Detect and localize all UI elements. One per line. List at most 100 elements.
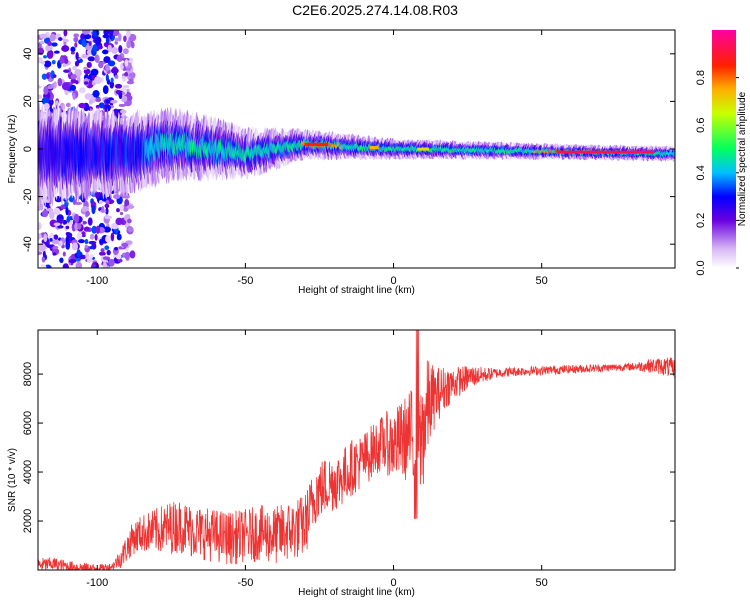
heatmap-cell: [124, 72, 129, 77]
heatmap-cell: [100, 248, 105, 253]
heatmap-cell: [71, 242, 79, 251]
heatmap-cell: [118, 45, 123, 54]
heatmap-cell: [66, 215, 71, 223]
y-tick-label: -40: [22, 236, 34, 252]
heatmap-cell: [123, 194, 130, 199]
heatmap-cell: [43, 86, 49, 95]
heatmap-cell: [556, 150, 655, 154]
heatmap-cell: [62, 63, 67, 68]
heatmap-cell: [110, 77, 114, 83]
colorbar-tick-label: 0.4: [695, 165, 707, 180]
heatmap-cell: [115, 254, 122, 260]
heatmap-cell: [51, 60, 56, 65]
heatmap-cell: [124, 251, 130, 261]
heatmap-cell: [114, 246, 118, 251]
heatmap-cell: [116, 208, 120, 213]
heatmap-cell: [38, 85, 42, 89]
heatmap-cell: [95, 191, 99, 200]
heatmap-cell: [43, 55, 48, 59]
heatmap-cell: [98, 61, 104, 69]
heatmap-cell: [87, 56, 96, 62]
heatmap-cell: [70, 51, 75, 55]
heatmap-cell: [74, 221, 79, 231]
heatmap-cell: [43, 233, 48, 243]
heatmap-cell: [102, 49, 109, 55]
heatmap-cell: [84, 81, 89, 85]
heatmap-cell: [112, 30, 120, 37]
heatmap-cell: [83, 226, 90, 232]
heatmap-cell: [105, 73, 109, 82]
x-tick-label: -100: [86, 275, 108, 287]
heatmap-cell: [124, 199, 130, 207]
heatmap-cell: [98, 199, 104, 204]
heatmap-cell: [88, 240, 97, 245]
heatmap-cell: [114, 37, 119, 42]
snr-series-line: [38, 330, 675, 570]
heatmap-cell: [62, 263, 69, 268]
heatmap-cell: [84, 244, 89, 249]
heatmap-cell: [126, 88, 130, 93]
heatmap-cell: [86, 61, 92, 69]
heatmap-cell: [77, 223, 82, 230]
heatmap-cell: [62, 251, 66, 257]
heatmap-cell: [84, 92, 93, 100]
heatmap-cell: [104, 245, 110, 251]
heatmap-cell: [105, 199, 110, 205]
x-tick-label: 50: [536, 275, 548, 287]
x-axis-label: Height of straight line (km): [298, 285, 415, 296]
heatmap-cell: [76, 249, 81, 258]
heatmap-cell: [112, 194, 121, 200]
heatmap-cell: [70, 46, 76, 53]
heatmap-cell: [107, 60, 116, 67]
heatmap-cell: [53, 234, 59, 240]
heatmap-cell: [81, 30, 90, 35]
heatmap-cell: [105, 235, 111, 243]
y-tick-label: 40: [22, 48, 34, 60]
heatmap-cell: [110, 46, 119, 54]
heatmap-cell: [58, 240, 63, 247]
heatmap-cell: [102, 34, 110, 39]
heatmap-cell: [49, 33, 56, 42]
heatmap-cell: [59, 56, 65, 64]
heatmap-cell: [87, 217, 93, 226]
colorbar-tick-label: 0.0: [695, 260, 707, 275]
chart-title: C2E6.2025.274.14.08.R03: [292, 2, 458, 18]
heatmap-cell: [102, 85, 109, 95]
heatmap-cell: [109, 30, 113, 40]
heatmap-cell: [83, 66, 88, 71]
heatmap-cell: [78, 254, 87, 260]
heatmap-cell: [94, 54, 100, 63]
heatmap-cell: [38, 251, 43, 256]
heatmap-cell: [369, 146, 379, 150]
heatmap-cell: [75, 80, 79, 85]
heatmap-cell: [103, 226, 112, 233]
heatmap-cell: [118, 91, 123, 100]
x-tick-label: -100: [86, 577, 108, 589]
heatmap-cell: [121, 75, 128, 79]
heatmap-cell: [105, 36, 110, 44]
heatmap-cell: [109, 80, 115, 89]
heatmap-cell: [63, 69, 70, 73]
heatmap-cell: [114, 74, 119, 79]
heatmap-cell: [45, 199, 51, 204]
heatmap-cell: [122, 48, 129, 55]
colorbar-tick-label: 0.2: [695, 213, 707, 228]
heatmap-cell: [116, 233, 122, 241]
heatmap-cell: [52, 252, 57, 256]
heatmap-cell: [109, 99, 118, 104]
heatmap-cell: [417, 147, 430, 151]
heatmap-cell: [65, 206, 69, 216]
heatmap-cell: [130, 41, 135, 49]
heatmap-cell: [53, 50, 60, 54]
heatmap-cell: [43, 60, 52, 68]
heatmap-cell: [74, 60, 80, 67]
heatmap-cell: [128, 57, 134, 63]
heatmap-cell: [41, 73, 48, 80]
heatmap-cell: [81, 53, 88, 59]
heatmap-cell: [38, 94, 43, 99]
heatmap-cell: [63, 219, 68, 225]
heatmap-cell: [126, 80, 135, 85]
heatmap-cell: [51, 42, 58, 47]
heatmap-cell: [40, 264, 47, 268]
